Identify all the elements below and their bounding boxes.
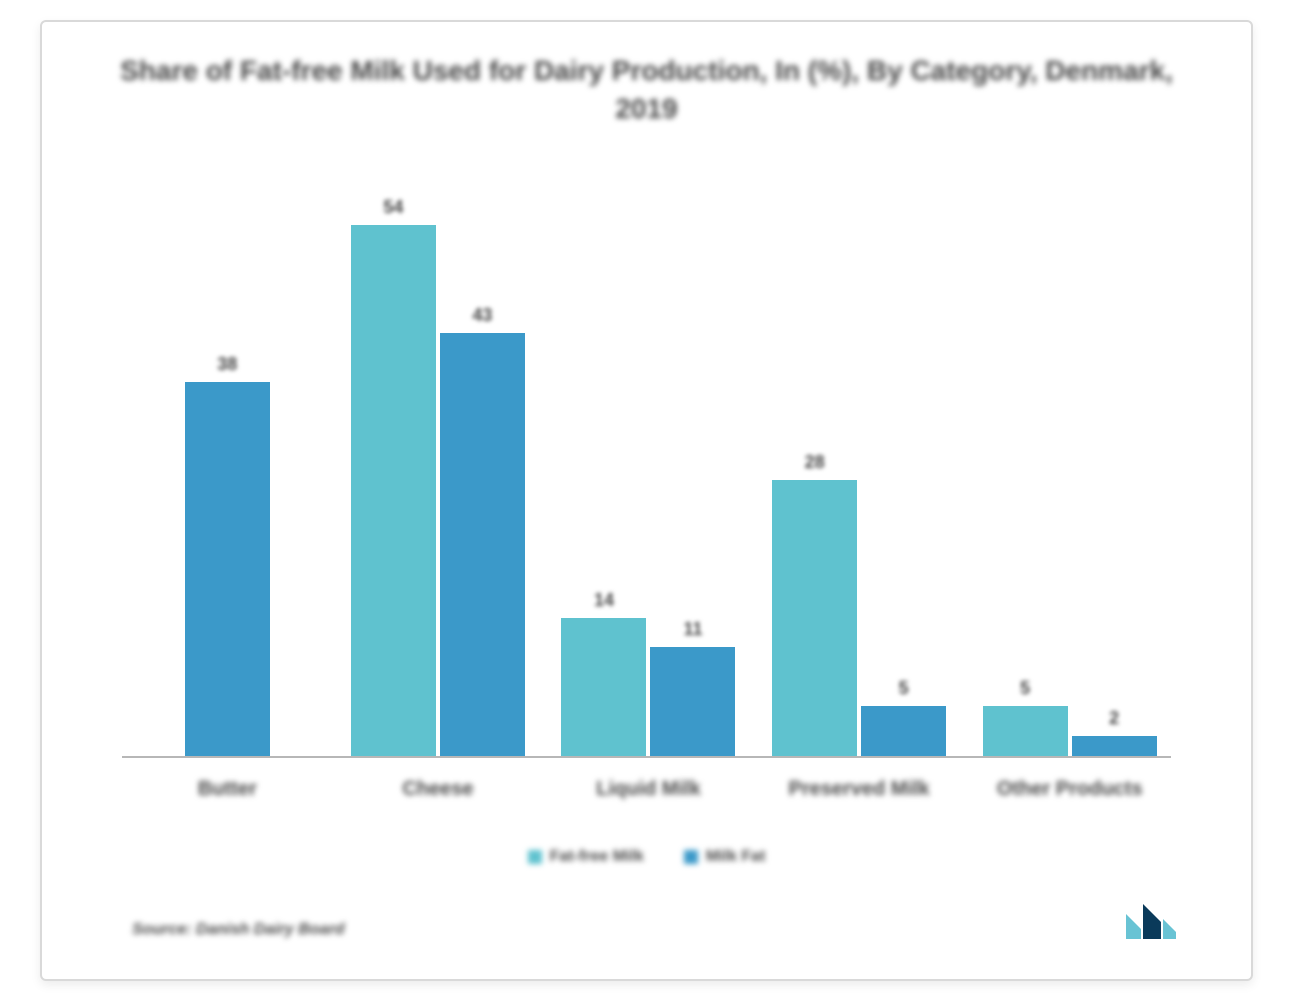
chart-title: Share of Fat-free Milk Used for Dairy Pr… [92,52,1201,128]
bar-value-label: 28 [772,452,857,473]
legend: Fat-free Milk Milk Fat [92,848,1201,866]
bar-value-label: 2 [1072,708,1157,729]
plot-area: 385443141128552 [122,168,1171,758]
bar: 11 [650,647,735,755]
legend-item: Milk Fat [684,848,766,866]
legend-label: Fat-free Milk [550,848,644,866]
bar-group: 5443 [333,225,544,756]
bar: 14 [561,618,646,756]
legend-item: Fat-free Milk [528,848,644,866]
bar-value-label: 38 [185,354,270,375]
source-attribution: Source: Danish Dairy Board [132,921,345,939]
bar-value-label: 11 [650,619,735,640]
x-axis-label: Other Products [964,778,1175,801]
legend-swatch [528,850,542,864]
x-axis-labels: ButterCheeseLiquid MilkPreserved MilkOth… [122,768,1171,818]
bar-value-label: 43 [440,305,525,326]
bar-group: 38 [122,382,333,756]
chart-card: Share of Fat-free Milk Used for Dairy Pr… [40,20,1253,981]
bar-value-label: 5 [983,678,1068,699]
bar: 43 [440,333,525,756]
legend-swatch [684,850,698,864]
x-axis-label: Liquid Milk [543,778,754,801]
bar-group: 285 [754,480,965,755]
brand-logo [1121,894,1191,944]
bar-value-label: 5 [861,678,946,699]
bar-group: 1411 [543,618,754,756]
legend-label: Milk Fat [706,848,766,866]
x-axis-label: Butter [122,778,333,801]
bar-group: 52 [964,706,1175,755]
bar-value-label: 54 [351,197,436,218]
bar: 28 [772,480,857,755]
bar: 54 [351,225,436,756]
x-axis-label: Cheese [333,778,544,801]
bar: 38 [185,382,270,756]
bar: 5 [861,706,946,755]
bar: 2 [1072,736,1157,756]
bar-value-label: 14 [561,590,646,611]
x-axis-label: Preserved Milk [754,778,965,801]
bar: 5 [983,706,1068,755]
